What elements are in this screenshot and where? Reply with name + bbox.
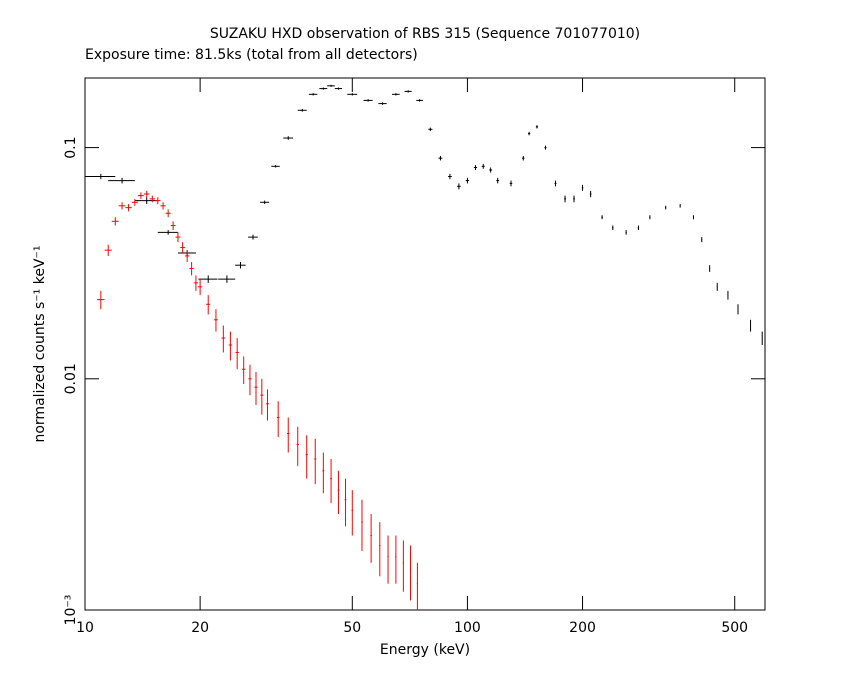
x-axis-label: Energy (keV) (380, 642, 470, 658)
y-tick-label: 10⁻³ (63, 595, 79, 626)
y-tick-label: 0.1 (63, 136, 79, 158)
x-tick-label: 500 (721, 620, 748, 636)
plot-frame (84, 77, 766, 611)
y-axis-label: normalized counts s⁻¹ keV⁻¹ (32, 245, 48, 442)
x-tick-label: 100 (454, 620, 481, 636)
x-tick-label: 10 (76, 620, 94, 636)
chart-title: SUZAKU HXD observation of RBS 315 (Seque… (210, 26, 640, 42)
x-tick-label: 50 (343, 620, 361, 636)
x-tick-label: 20 (191, 620, 209, 636)
y-tick-label: 0.01 (63, 363, 79, 394)
x-tick-label: 200 (569, 620, 596, 636)
chart-subtitle: Exposure time: 81.5ks (total from all de… (85, 47, 418, 63)
